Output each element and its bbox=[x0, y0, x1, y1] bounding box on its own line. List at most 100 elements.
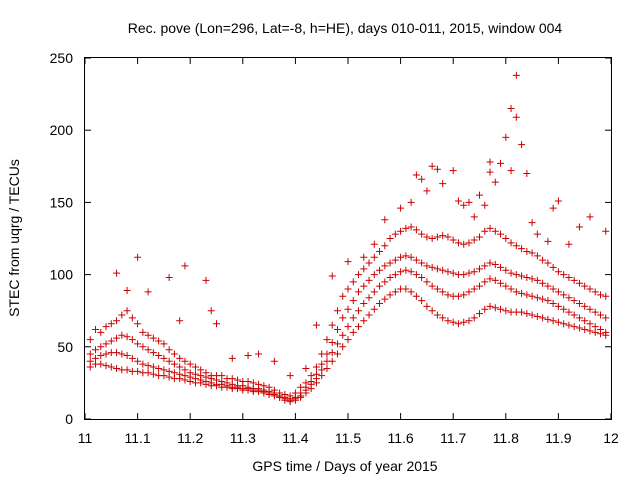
data-point bbox=[386, 273, 394, 281]
x-tick-label: 11.1 bbox=[124, 430, 150, 446]
data-point bbox=[454, 197, 462, 205]
data-point bbox=[544, 297, 552, 305]
data-point bbox=[97, 328, 105, 336]
data-point bbox=[544, 315, 552, 323]
data-point bbox=[565, 240, 573, 248]
data-point bbox=[155, 351, 163, 359]
data-point bbox=[381, 216, 389, 224]
data-point bbox=[328, 321, 336, 329]
data-point bbox=[497, 230, 505, 238]
x-tick-label: 11.4 bbox=[282, 430, 308, 446]
data-point bbox=[454, 292, 462, 300]
data-point bbox=[491, 260, 499, 268]
data-point bbox=[155, 337, 163, 345]
data-point bbox=[412, 171, 420, 179]
data-point bbox=[144, 346, 152, 354]
data-point bbox=[312, 321, 320, 329]
data-point bbox=[113, 349, 121, 357]
x-tick-label: 11.5 bbox=[335, 430, 361, 446]
data-point bbox=[144, 288, 152, 296]
y-tick-label: 50 bbox=[57, 339, 73, 355]
data-point bbox=[428, 307, 436, 315]
data-point bbox=[560, 305, 568, 313]
data-point bbox=[497, 279, 505, 287]
data-point bbox=[349, 297, 357, 305]
data-point bbox=[470, 285, 478, 293]
data-point bbox=[113, 317, 121, 325]
data-point bbox=[439, 180, 447, 188]
data-point bbox=[518, 141, 526, 149]
data-point bbox=[570, 311, 578, 319]
data-point bbox=[376, 299, 384, 307]
data-point bbox=[339, 331, 347, 339]
data-point bbox=[581, 325, 589, 333]
data-point bbox=[481, 278, 489, 286]
data-point bbox=[386, 259, 394, 267]
data-point bbox=[444, 317, 452, 325]
data-point bbox=[428, 235, 436, 242]
data-point bbox=[586, 213, 594, 221]
data-point bbox=[97, 351, 105, 359]
data-point bbox=[397, 227, 405, 235]
data-point bbox=[486, 168, 494, 176]
data-point bbox=[497, 305, 505, 313]
data-point bbox=[412, 271, 420, 279]
y-tick-label: 200 bbox=[50, 122, 74, 138]
data-point bbox=[549, 285, 557, 293]
data-point bbox=[449, 167, 457, 175]
data-point bbox=[312, 379, 320, 387]
data-point bbox=[244, 351, 252, 359]
data-point bbox=[92, 346, 100, 354]
data-point bbox=[176, 363, 184, 371]
data-point bbox=[486, 158, 494, 166]
data-point bbox=[570, 323, 578, 331]
data-point bbox=[191, 363, 199, 371]
data-point bbox=[602, 227, 610, 235]
data-point bbox=[544, 237, 552, 245]
data-point bbox=[144, 369, 152, 377]
data-point bbox=[407, 288, 415, 296]
data-point bbox=[149, 363, 157, 371]
data-point bbox=[144, 331, 152, 339]
data-point bbox=[333, 340, 341, 348]
data-point bbox=[602, 292, 610, 300]
data-point bbox=[444, 291, 452, 299]
data-point bbox=[102, 340, 110, 348]
data-point bbox=[213, 382, 220, 390]
data-point bbox=[523, 273, 531, 281]
data-point bbox=[423, 187, 431, 195]
data-point bbox=[507, 239, 515, 247]
data-point bbox=[339, 292, 347, 300]
data-point bbox=[407, 253, 415, 261]
data-point bbox=[402, 266, 410, 274]
data-point bbox=[149, 349, 157, 357]
data-point bbox=[481, 201, 489, 209]
data-point bbox=[323, 364, 331, 372]
data-point bbox=[86, 350, 94, 358]
data-point bbox=[139, 343, 147, 351]
data-point bbox=[596, 330, 604, 338]
data-point bbox=[333, 325, 341, 333]
data-point bbox=[544, 259, 552, 267]
data-point bbox=[349, 278, 357, 286]
data-point bbox=[533, 312, 541, 320]
data-point bbox=[418, 297, 426, 305]
data-point bbox=[481, 227, 489, 235]
data-point bbox=[491, 304, 499, 312]
y-axis-label: STEC from uqrg / TECUs bbox=[6, 159, 22, 317]
data-point bbox=[102, 323, 110, 331]
data-point bbox=[528, 292, 536, 300]
data-point bbox=[376, 266, 384, 274]
data-point bbox=[134, 320, 142, 328]
data-point bbox=[502, 133, 510, 141]
data-point bbox=[454, 239, 462, 247]
data-point bbox=[549, 204, 557, 212]
data-point bbox=[581, 317, 589, 325]
data-point bbox=[181, 262, 189, 270]
data-point bbox=[575, 279, 583, 287]
data-point bbox=[518, 289, 526, 297]
data-point bbox=[423, 278, 431, 286]
data-point bbox=[591, 288, 599, 296]
data-point bbox=[318, 372, 326, 380]
